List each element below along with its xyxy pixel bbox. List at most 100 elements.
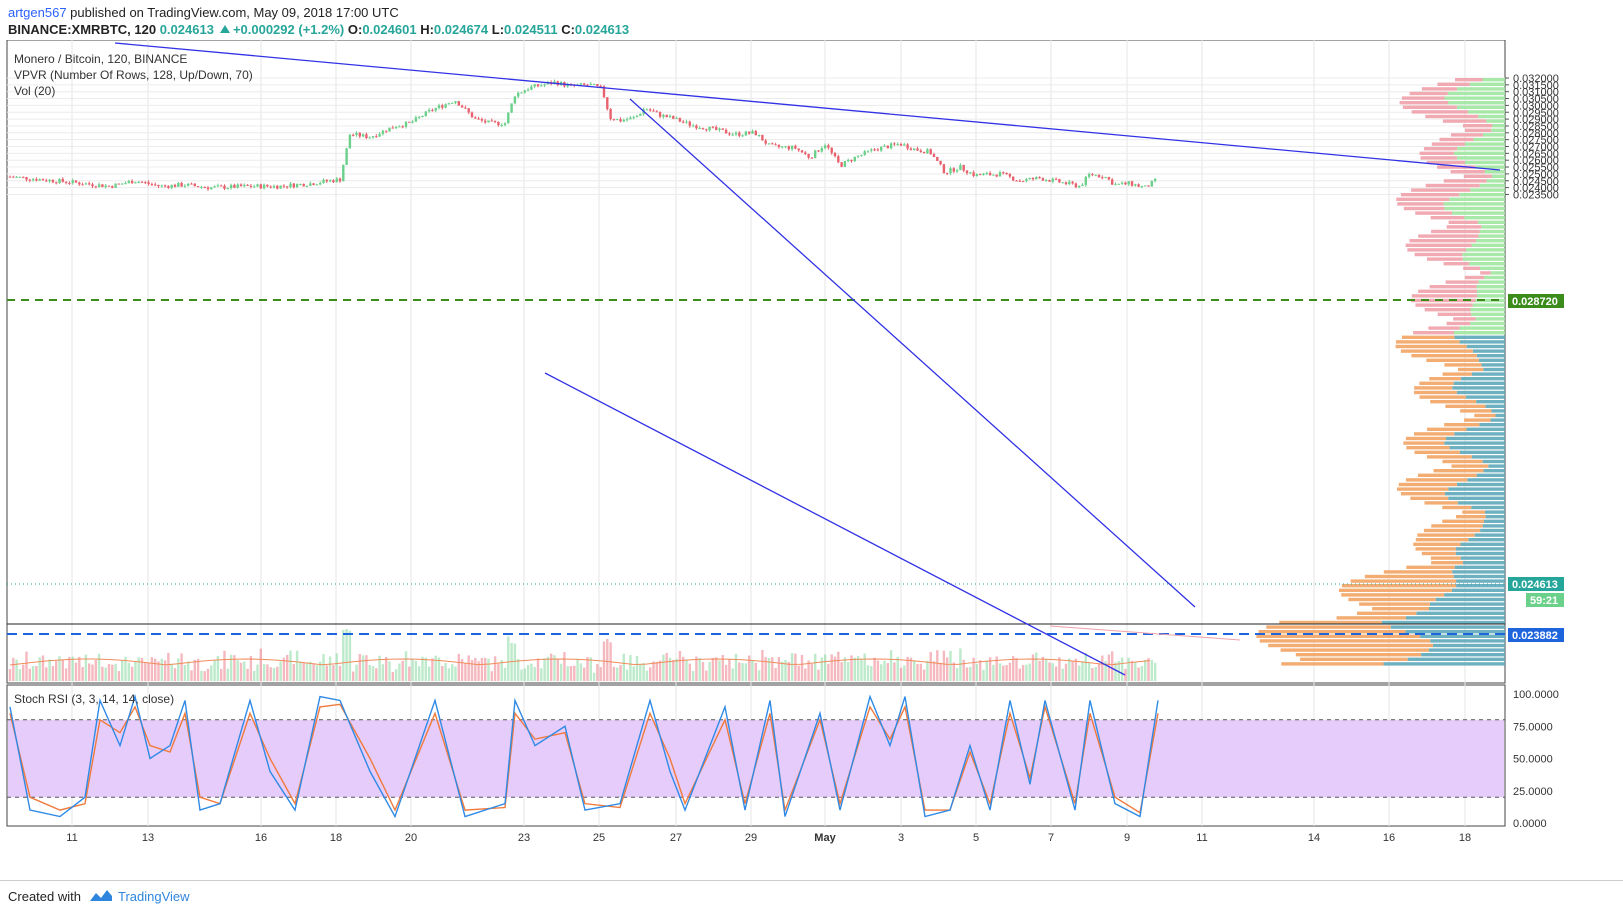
trendline-channel-bottom bbox=[544, 372, 1126, 676]
candle-body bbox=[708, 126, 711, 131]
vp-bar-down bbox=[1400, 492, 1445, 496]
candle-body bbox=[1041, 178, 1045, 181]
volume-bar bbox=[705, 670, 708, 681]
candle-body bbox=[130, 181, 134, 184]
volume-bar bbox=[134, 661, 137, 681]
volume-bar bbox=[744, 663, 748, 681]
volume-bar bbox=[144, 661, 147, 681]
volume-bar bbox=[830, 654, 833, 681]
tradingview-logo-icon[interactable] bbox=[88, 887, 114, 905]
volume-bar bbox=[1005, 665, 1008, 681]
volume-bar bbox=[312, 664, 315, 681]
volume-bar bbox=[955, 668, 959, 681]
price-chart[interactable]: 11 13 16 18 20 23 25 27 29 May 3 5 7 9 11 14 16 18 0.03200… bbox=[0, 40, 1623, 880]
candle-body bbox=[470, 112, 474, 118]
vp-bar-up bbox=[1464, 160, 1505, 165]
volume-bar bbox=[68, 656, 71, 681]
volume-bar bbox=[965, 667, 969, 681]
vp-bar-up bbox=[1468, 262, 1505, 266]
vp-bar-down bbox=[1419, 395, 1466, 399]
volume-bar bbox=[616, 667, 619, 681]
candle-body bbox=[1002, 172, 1005, 174]
volume-bar bbox=[625, 669, 629, 681]
vp-bar-down bbox=[1480, 271, 1491, 275]
vp-bar-down bbox=[1474, 413, 1496, 418]
candle-body bbox=[48, 179, 51, 182]
vp-bar-up bbox=[1453, 381, 1505, 385]
candle-body bbox=[810, 157, 814, 159]
candle-body bbox=[1061, 182, 1064, 184]
volume-bar bbox=[850, 655, 853, 681]
candle-body bbox=[982, 173, 985, 176]
volume-bar bbox=[632, 666, 635, 681]
volume-bar bbox=[1051, 663, 1054, 681]
vp-bar-up bbox=[1459, 193, 1505, 197]
stoch-band bbox=[8, 719, 1504, 798]
stoch-tick-label: 25.0000 bbox=[1513, 786, 1553, 798]
vp-bar-down bbox=[1442, 459, 1483, 464]
volume-bar bbox=[1150, 659, 1153, 681]
tradingview-link[interactable]: TradingView bbox=[118, 889, 190, 904]
vp-bar-down bbox=[1428, 326, 1460, 330]
candle-body bbox=[820, 148, 823, 152]
candle-body bbox=[249, 185, 253, 187]
candle-body bbox=[266, 184, 269, 187]
volume-bar bbox=[58, 656, 61, 681]
candle-body bbox=[167, 185, 170, 188]
vp-bar-up bbox=[1483, 519, 1505, 523]
candle-body bbox=[675, 117, 678, 119]
vp-bar-up bbox=[1430, 639, 1505, 643]
y-tick-label: 0.030000 bbox=[1513, 100, 1559, 112]
x-tick-label: May bbox=[814, 832, 836, 844]
volume-bar bbox=[764, 657, 767, 681]
candles bbox=[8, 79, 1157, 191]
volume-bar bbox=[48, 659, 51, 681]
volume-bar bbox=[662, 654, 665, 681]
vp-bar-up bbox=[1456, 390, 1505, 395]
candle-body bbox=[1153, 179, 1157, 182]
candle-body bbox=[1015, 180, 1018, 182]
vp-bar-up bbox=[1452, 211, 1505, 215]
volume-bar bbox=[365, 655, 368, 681]
vp-bar-up bbox=[1491, 174, 1505, 178]
vp-bar-up bbox=[1475, 239, 1505, 243]
y-tick-label: 0.027500 bbox=[1513, 135, 1559, 147]
vp-bar-down bbox=[1446, 225, 1482, 229]
volume-bar bbox=[576, 658, 579, 681]
candle-body bbox=[35, 179, 38, 181]
candle-body bbox=[533, 84, 536, 87]
candle-body bbox=[1081, 184, 1084, 186]
candle-body bbox=[932, 154, 936, 157]
vp-bar-down bbox=[1464, 418, 1491, 422]
candle-body bbox=[863, 151, 866, 155]
vp-bar-up bbox=[1457, 501, 1505, 505]
volume-bar bbox=[451, 664, 454, 681]
volume-bar bbox=[490, 671, 493, 681]
volume-bar bbox=[1038, 660, 1041, 681]
candle-body bbox=[771, 143, 774, 145]
volume-bar bbox=[1025, 664, 1028, 681]
volume-bar bbox=[180, 653, 183, 681]
volume-bar bbox=[649, 667, 652, 681]
vp-bar-down bbox=[1403, 441, 1445, 445]
volume-bar bbox=[1130, 660, 1134, 681]
candle-body bbox=[946, 173, 949, 175]
volume-ma-line bbox=[9, 658, 1151, 666]
volume-bar bbox=[556, 659, 559, 681]
volume-bar bbox=[546, 656, 550, 681]
candle-body bbox=[490, 120, 493, 122]
candle-body bbox=[536, 84, 540, 87]
price-change: +0.000292 (+1.2%) bbox=[232, 22, 345, 37]
legend-vol: Vol (20) bbox=[14, 84, 55, 98]
volume-bar bbox=[873, 657, 876, 681]
high-value: 0.024674 bbox=[433, 22, 489, 37]
candle-body bbox=[1048, 179, 1051, 182]
candle-body bbox=[540, 85, 543, 87]
high-label: H: bbox=[420, 22, 434, 37]
candle-body bbox=[68, 182, 71, 184]
volume-bar bbox=[1048, 662, 1051, 681]
volume-bar bbox=[233, 655, 236, 681]
candle-body bbox=[691, 125, 695, 127]
author-link[interactable]: artgen567 bbox=[8, 5, 67, 20]
overlays bbox=[7, 42, 1505, 676]
